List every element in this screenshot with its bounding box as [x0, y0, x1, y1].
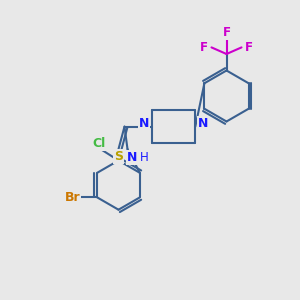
Text: F: F — [223, 26, 230, 39]
Text: F: F — [200, 41, 208, 54]
Text: H: H — [140, 151, 148, 164]
Text: N: N — [139, 117, 149, 130]
Text: S: S — [114, 150, 123, 163]
Text: N: N — [198, 117, 208, 130]
Text: N: N — [127, 151, 137, 164]
Text: Cl: Cl — [92, 137, 106, 150]
Text: F: F — [245, 41, 253, 54]
Text: Br: Br — [64, 191, 80, 204]
